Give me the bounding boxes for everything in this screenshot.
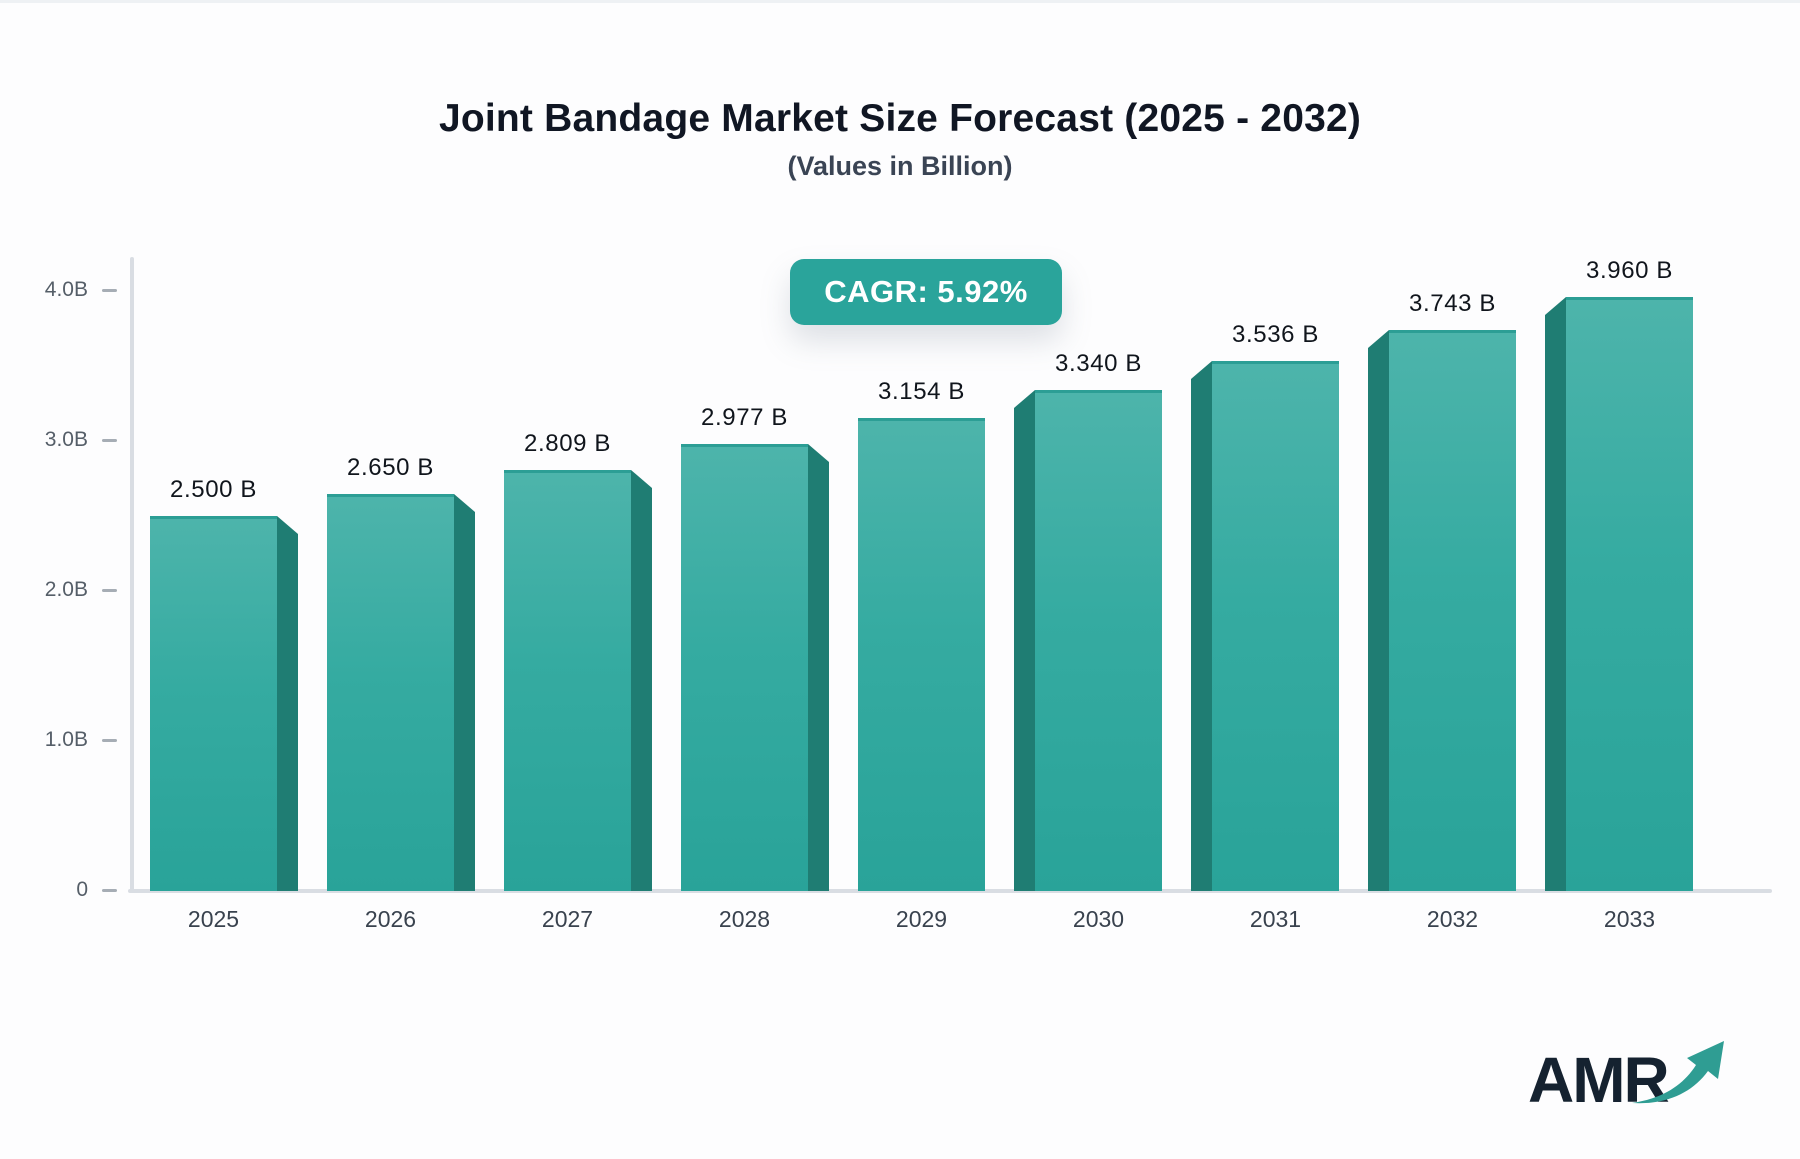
amr-logo: AMR xyxy=(1528,1035,1738,1125)
bar-front-face xyxy=(1035,390,1162,891)
x-tick-label: 2033 xyxy=(1603,906,1656,932)
bar-value-label: 2.650 B xyxy=(347,454,434,481)
bar-front-face xyxy=(1566,297,1693,891)
bar-side-face xyxy=(808,444,829,891)
cagr-badge-label: CAGR: 5.92% xyxy=(824,274,1028,309)
bar-value-label: 2.809 B xyxy=(524,430,611,457)
page-subtitle: (Values in Billion) xyxy=(787,151,1013,181)
bar-front-face xyxy=(327,494,454,891)
x-tick-label: 2031 xyxy=(1249,906,1302,932)
bar-side-face xyxy=(1545,297,1566,891)
bar-front-face xyxy=(681,444,808,891)
x-tick-label: 2027 xyxy=(541,906,594,932)
bar-side-face xyxy=(1014,390,1035,891)
y-tick-label: 0 xyxy=(76,878,88,901)
x-axis-line xyxy=(128,889,1772,893)
bar-front-face xyxy=(504,470,631,891)
y-tick-dash xyxy=(102,439,117,442)
bar-2025 xyxy=(150,516,298,891)
bar-front-face xyxy=(858,418,985,891)
bar-2033 xyxy=(1545,297,1693,891)
x-tick-label: 2032 xyxy=(1426,906,1479,932)
bar-side-face xyxy=(631,470,652,891)
bar-2031 xyxy=(1191,361,1339,891)
x-tick-label: 2029 xyxy=(895,906,948,932)
y-tick-dash xyxy=(102,889,117,892)
bar-value-label: 3.154 B xyxy=(878,378,965,405)
bar-value-label: 3.536 B xyxy=(1232,321,1319,348)
y-tick-dash xyxy=(102,739,117,742)
y-tick-label: 2.0B xyxy=(44,578,88,601)
cagr-badge: CAGR: 5.92% xyxy=(790,259,1062,325)
bar-side-face xyxy=(1191,361,1212,891)
y-tick-dash xyxy=(102,289,117,292)
bar-2028 xyxy=(681,444,829,891)
bar-side-face xyxy=(1368,330,1389,891)
y-axis-line xyxy=(130,257,134,893)
bar-front-face xyxy=(1389,330,1516,891)
growth-arrow-icon xyxy=(1632,1041,1724,1104)
bar-front-face xyxy=(1212,361,1339,891)
x-tick-label: 2030 xyxy=(1072,906,1125,932)
page-title: Joint Bandage Market Size Forecast (2025… xyxy=(438,97,1362,140)
bar-value-label: 2.500 B xyxy=(170,476,257,503)
bar-value-label: 3.960 B xyxy=(1586,257,1673,284)
y-tick-label: 4.0B xyxy=(44,278,88,301)
y-tick-label: 1.0B xyxy=(44,728,88,751)
bar-value-label: 3.340 B xyxy=(1055,350,1142,377)
bar-2030 xyxy=(1014,390,1162,891)
x-tick-label: 2025 xyxy=(187,906,240,932)
bar-front-face xyxy=(150,516,277,891)
bar-2029 xyxy=(858,418,985,891)
bar-value-label: 2.977 B xyxy=(701,404,788,431)
bar-2032 xyxy=(1368,330,1516,891)
x-tick-label: 2026 xyxy=(364,906,417,932)
x-tick-label: 2028 xyxy=(718,906,771,932)
bar-side-face xyxy=(277,516,298,891)
bar-side-face xyxy=(454,494,475,891)
bar-value-label: 3.743 B xyxy=(1409,290,1496,317)
y-tick-label: 3.0B xyxy=(44,428,88,451)
y-tick-dash xyxy=(102,589,117,592)
bar-2027 xyxy=(504,470,652,891)
bar-2026 xyxy=(327,494,475,891)
amr-logo-text: AMR xyxy=(1528,1044,1670,1116)
